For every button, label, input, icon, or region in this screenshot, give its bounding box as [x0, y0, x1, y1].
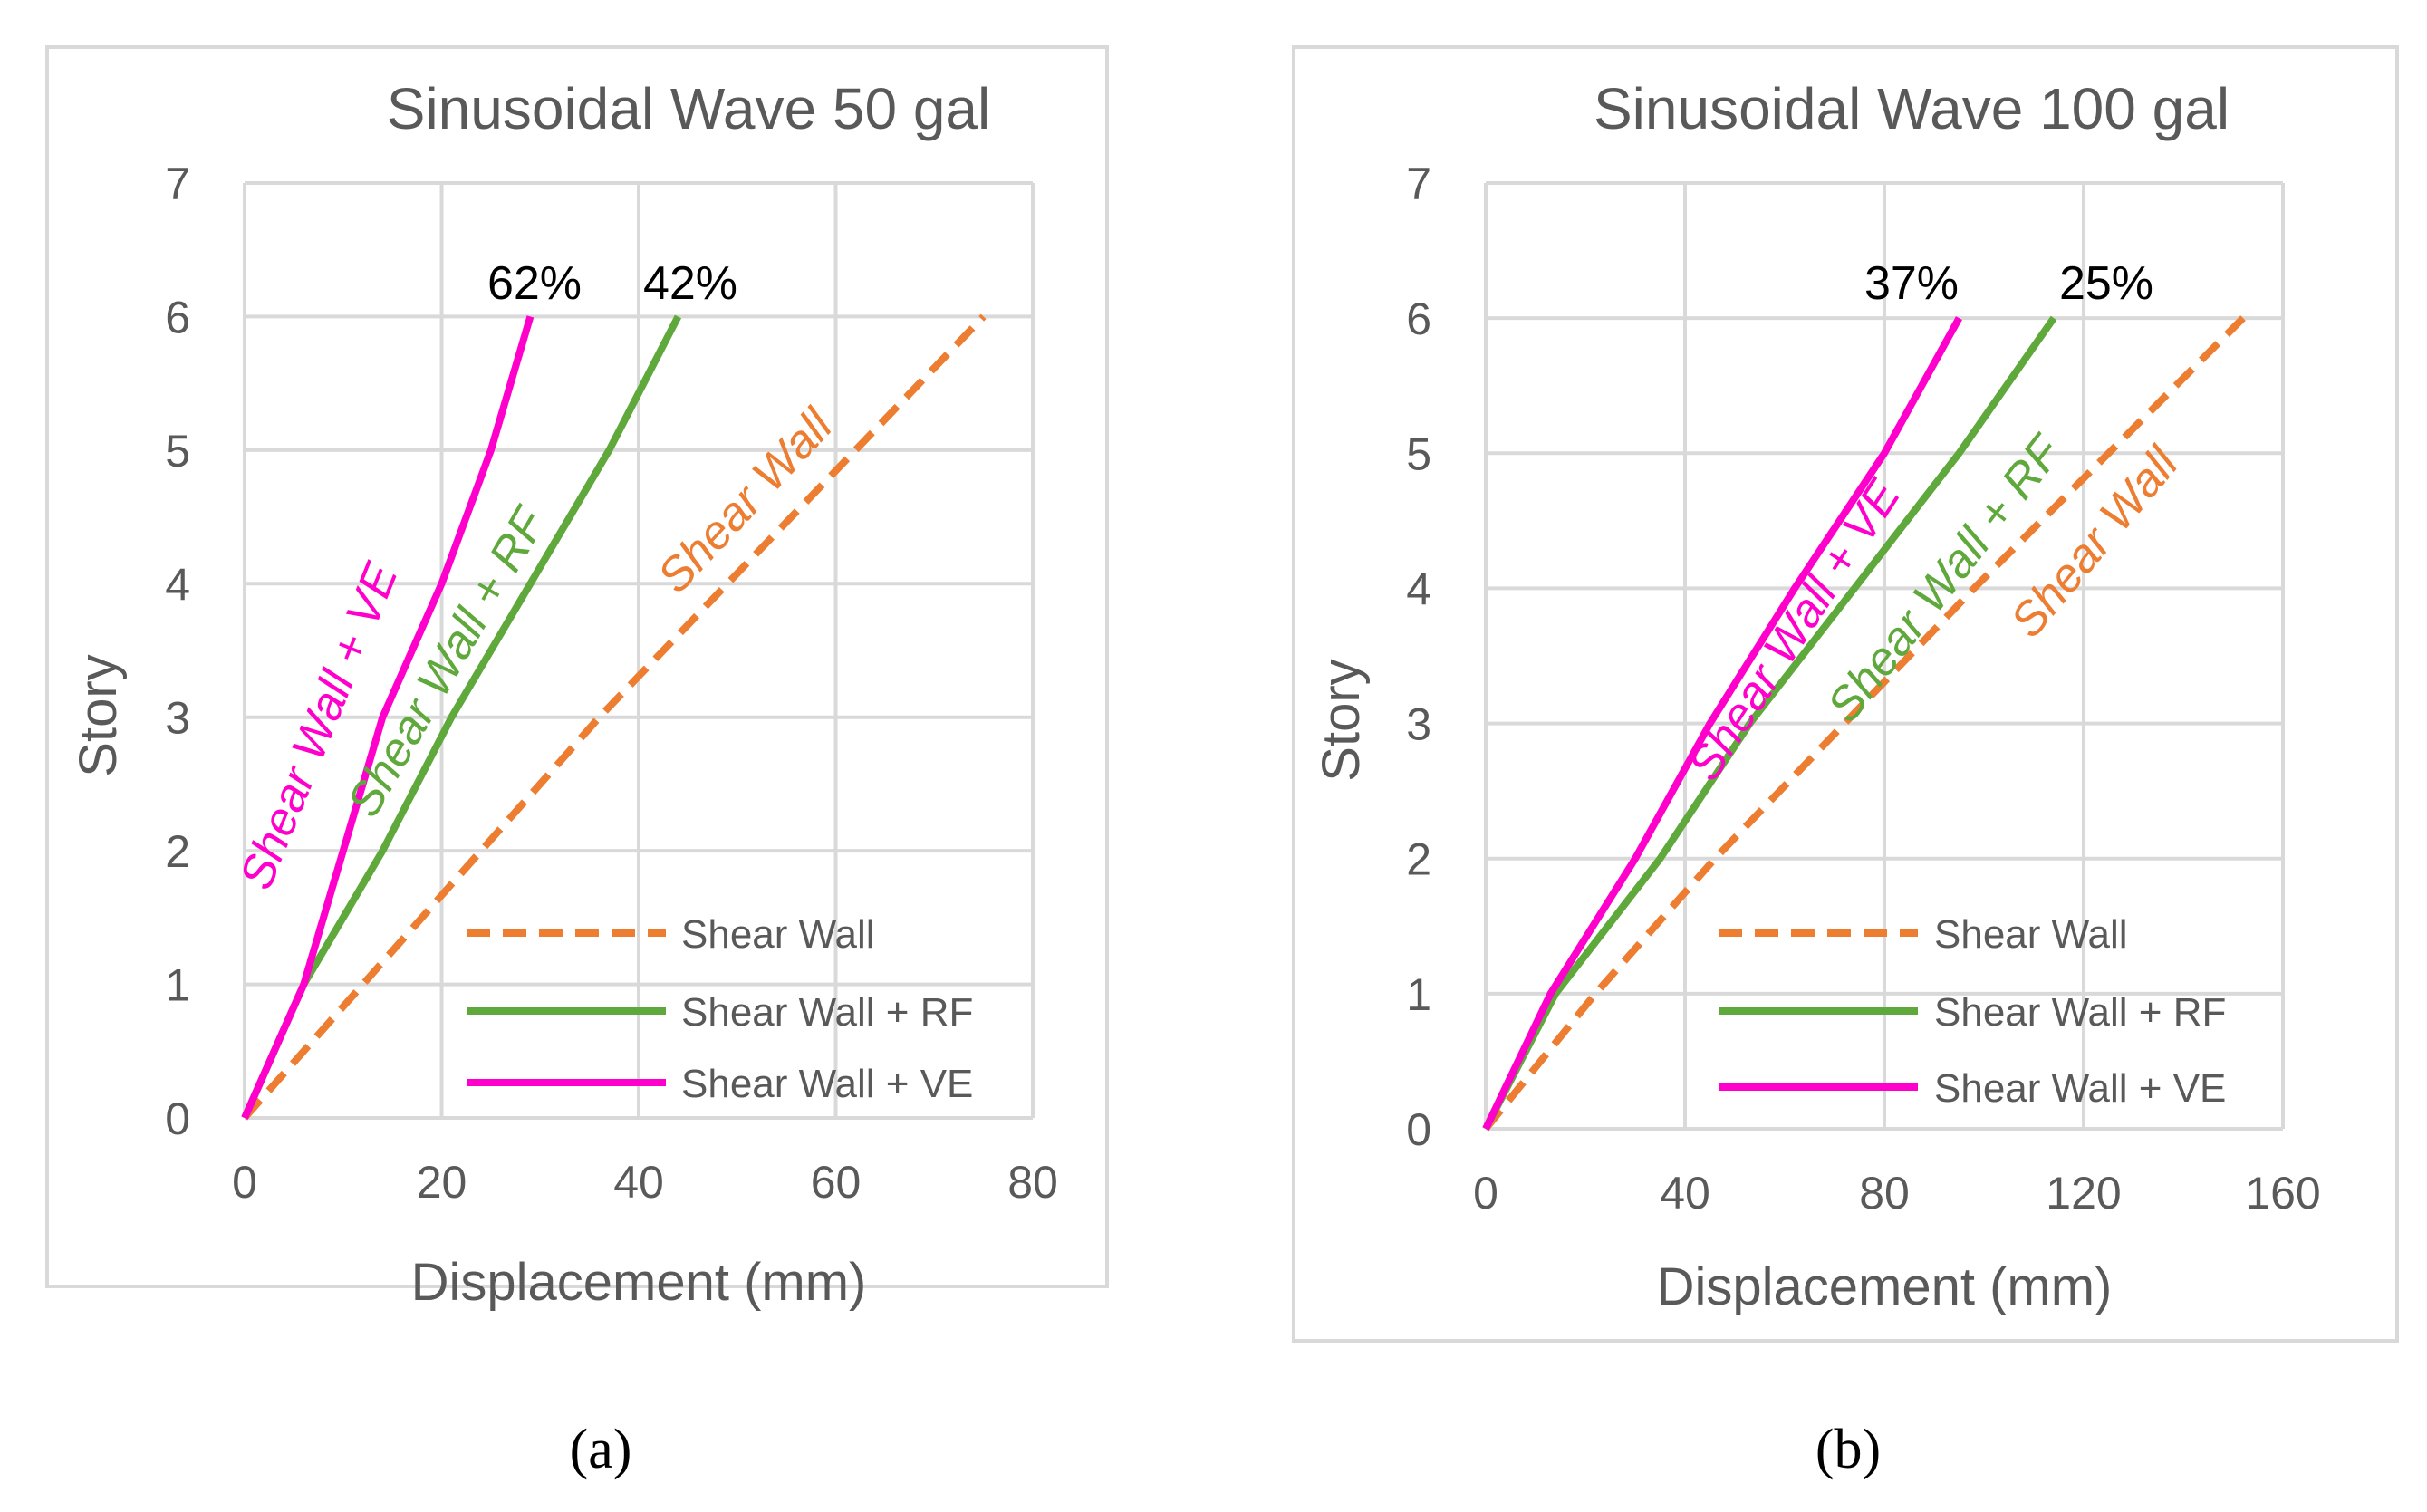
y-tick-label: 4	[1406, 563, 1431, 614]
y-axis-label: Story	[69, 654, 128, 776]
x-tick-label: 80	[1859, 1168, 1910, 1218]
legend-label: Shear Wall + RF	[681, 990, 973, 1035]
x-tick-label: 40	[1660, 1168, 1710, 1218]
y-tick-label: 0	[165, 1093, 190, 1144]
legend-label: Shear Wall	[1934, 912, 2128, 957]
legend-label: Shear Wall + VE	[681, 1062, 973, 1106]
figure-caption: (a)	[570, 1419, 632, 1480]
x-tick-label: 20	[417, 1157, 467, 1208]
series-line-2	[1482, 316, 1963, 1131]
x-tick-label: 120	[2046, 1168, 2121, 1218]
annotation-label: 37%	[1864, 257, 1959, 310]
y-tick-label: 3	[1406, 699, 1431, 750]
x-tick-label: 160	[2245, 1168, 2320, 1218]
y-axis-label: Story	[1312, 659, 1371, 781]
chart-frame	[1292, 45, 2399, 1343]
x-axis-label: Displacement (mm)	[411, 1253, 867, 1312]
y-tick-label: 2	[165, 826, 190, 877]
annotation-label: 42%	[643, 257, 737, 310]
y-tick-label: 4	[165, 559, 190, 610]
y-tick-label: 6	[165, 292, 190, 342]
legend-label: Shear Wall + VE	[1934, 1066, 2226, 1111]
y-tick-label: 1	[165, 960, 190, 1011]
legend-label: Shear Wall	[681, 912, 875, 957]
x-tick-label: 0	[232, 1157, 257, 1208]
chart-title: Sinusoidal Wave 50 gal	[387, 76, 990, 141]
y-tick-label: 0	[1406, 1104, 1431, 1155]
y-tick-label: 1	[1406, 969, 1431, 1020]
chart-title: Sinusoidal Wave 100 gal	[1594, 76, 2230, 141]
figure-caption: (b)	[1815, 1419, 1881, 1480]
x-axis-label: Displacement (mm)	[1657, 1257, 2113, 1316]
legend-label: Shear Wall + RF	[1934, 990, 2226, 1035]
y-tick-label: 5	[165, 426, 190, 477]
x-tick-label: 0	[1473, 1168, 1498, 1218]
annotation-label: 62%	[487, 257, 582, 310]
x-tick-label: 60	[811, 1157, 862, 1208]
y-tick-label: 5	[1406, 429, 1431, 479]
y-tick-label: 6	[1406, 294, 1431, 344]
x-tick-label: 80	[1007, 1157, 1058, 1208]
annotation-label: 25%	[2059, 257, 2153, 310]
y-tick-label: 2	[1406, 834, 1431, 885]
chart-a: 0 1 2 3 4 5 6 7 0 20 40 60 80 Sinusoidal Wave 50 gal D…	[45, 45, 1109, 1480]
series-line-0	[1482, 315, 2246, 1132]
series-line-1	[1482, 315, 2057, 1131]
x-tick-label: 40	[613, 1157, 664, 1208]
series-line-2	[241, 315, 535, 1120]
y-tick-label: 7	[165, 159, 190, 209]
y-tick-label: 3	[165, 693, 190, 744]
y-tick-label: 7	[1406, 159, 1431, 209]
chart-b: 0 1 2 3 4 5 6 7 0 40 80 120 160 Sinusoidal Wave 100 g…	[1292, 45, 2399, 1480]
